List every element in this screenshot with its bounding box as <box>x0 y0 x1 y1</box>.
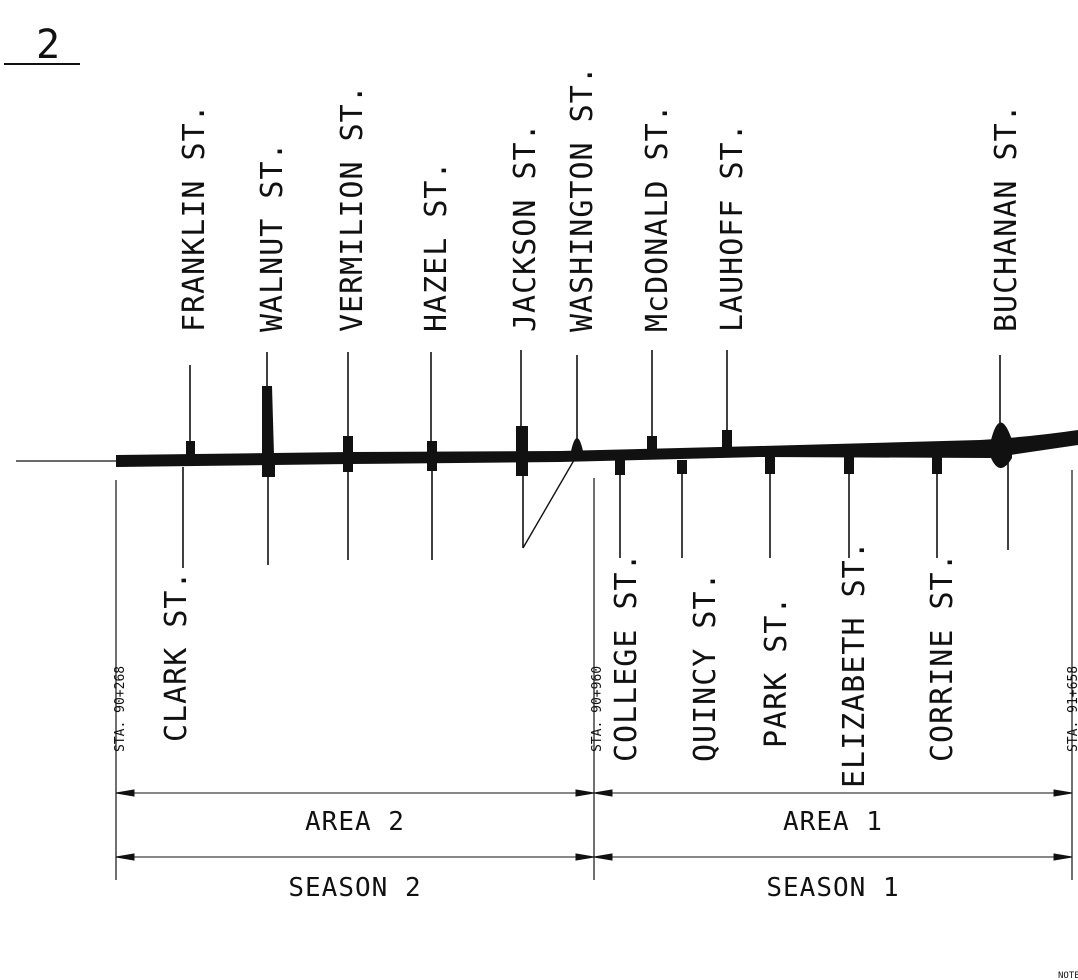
station-label-91-658: STA. 91+658 <box>1066 666 1078 752</box>
street-label-buchanan: BUCHANAN ST. <box>989 103 1024 332</box>
street-label-mcdonald: McDONALD ST. <box>640 103 675 332</box>
walnut-street-stub <box>262 386 274 455</box>
street-label-jackson: JACKSON ST. <box>508 122 543 332</box>
street-label-corrine: CORRINE ST. <box>925 552 960 762</box>
corner-note: NOTE <box>1058 971 1078 980</box>
street-label-lauhoff: LAUHOFF ST. <box>715 122 750 332</box>
north-street-labels: FRANKLIN ST. WALNUT ST. VERMILION ST. HA… <box>177 65 1024 332</box>
diagonal-connector <box>522 454 578 549</box>
intersection-markers <box>186 422 1012 477</box>
south-street-labels: CLARK ST. COLLEGE ST. QUINCY ST. PARK ST… <box>159 540 960 788</box>
street-label-college: COLLEGE ST. <box>609 552 644 762</box>
station-labels: STA. 90+268 STA. 90+960 STA. 91+658 <box>113 666 1078 752</box>
area-label-2: AREA 2 <box>305 807 405 837</box>
street-label-walnut: WALNUT ST. <box>255 141 290 332</box>
main-road <box>116 430 1078 467</box>
area-label-1: AREA 1 <box>783 807 883 837</box>
street-label-clark: CLARK ST. <box>159 570 194 742</box>
station-label-90-960: STA. 90+960 <box>590 666 605 752</box>
street-label-hazel: HAZEL ST. <box>419 160 454 332</box>
season-label-2: SEASON 2 <box>288 873 421 903</box>
street-label-washington: WASHINGTON ST. <box>565 65 600 332</box>
street-label-park: PARK ST. <box>759 596 794 749</box>
season-dimension-lines <box>115 853 1073 861</box>
sheet-number: 2 <box>36 22 60 68</box>
north-cross-streets <box>189 350 1001 455</box>
street-label-vermilion: VERMILION ST. <box>335 84 370 332</box>
street-label-quincy: QUINCY ST. <box>688 571 723 762</box>
street-label-elizabeth: ELIZABETH ST. <box>837 540 872 788</box>
season-label-1: SEASON 1 <box>766 873 899 903</box>
south-cross-streets <box>182 458 1009 568</box>
station-limit-lines <box>115 470 1073 880</box>
street-label-franklin: FRANKLIN ST. <box>177 103 212 332</box>
station-label-90-268: STA. 90+268 <box>113 666 128 752</box>
area-dimension-lines <box>115 789 1073 797</box>
